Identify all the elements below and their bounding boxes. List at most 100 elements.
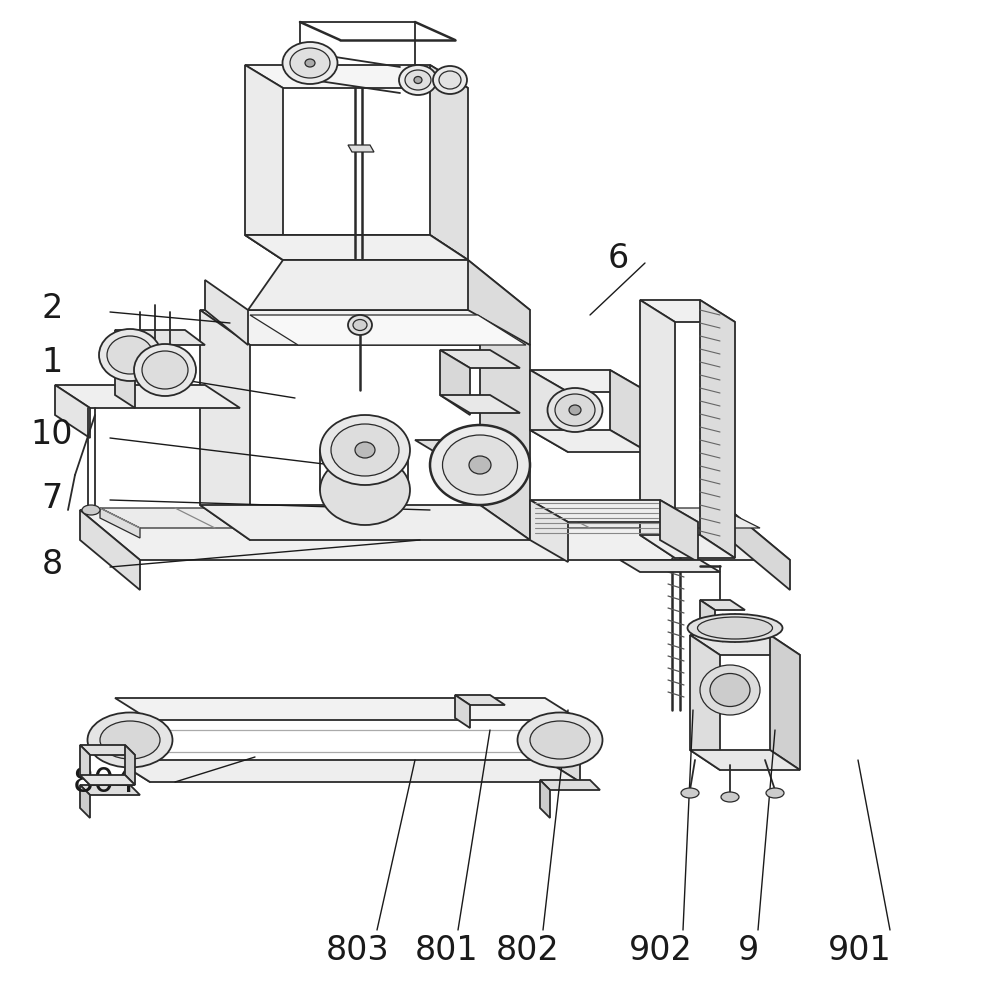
Polygon shape <box>640 535 735 558</box>
Polygon shape <box>115 698 580 720</box>
Ellipse shape <box>721 792 739 802</box>
Text: 804: 804 <box>73 765 137 798</box>
Ellipse shape <box>405 70 431 90</box>
Polygon shape <box>245 235 468 260</box>
Polygon shape <box>610 370 648 452</box>
Text: 2: 2 <box>41 291 63 324</box>
Polygon shape <box>440 350 520 368</box>
Text: 803: 803 <box>326 933 390 966</box>
Ellipse shape <box>518 713 602 767</box>
Ellipse shape <box>766 788 784 798</box>
Polygon shape <box>700 600 745 610</box>
Polygon shape <box>620 560 720 572</box>
Polygon shape <box>640 300 675 558</box>
Text: 7: 7 <box>41 481 63 515</box>
Text: 8: 8 <box>41 549 63 581</box>
Polygon shape <box>245 65 468 88</box>
Ellipse shape <box>305 59 315 67</box>
Polygon shape <box>700 300 735 558</box>
Polygon shape <box>200 310 250 540</box>
Text: 10: 10 <box>31 418 73 451</box>
Polygon shape <box>115 720 150 782</box>
Ellipse shape <box>698 617 772 639</box>
Polygon shape <box>468 260 530 345</box>
Polygon shape <box>80 775 135 785</box>
Polygon shape <box>80 785 90 818</box>
Ellipse shape <box>348 315 372 335</box>
Ellipse shape <box>107 336 153 374</box>
Ellipse shape <box>688 614 782 642</box>
Polygon shape <box>415 440 490 455</box>
Polygon shape <box>80 745 90 785</box>
Polygon shape <box>55 385 90 438</box>
Polygon shape <box>530 500 698 522</box>
Polygon shape <box>55 385 240 408</box>
Polygon shape <box>690 750 800 770</box>
Ellipse shape <box>142 351 188 389</box>
Polygon shape <box>730 510 790 590</box>
Ellipse shape <box>399 65 437 95</box>
Polygon shape <box>248 260 530 310</box>
Polygon shape <box>100 508 140 538</box>
Ellipse shape <box>430 425 530 505</box>
Polygon shape <box>455 695 470 728</box>
Ellipse shape <box>283 42 338 84</box>
Polygon shape <box>545 720 580 782</box>
Polygon shape <box>455 695 505 705</box>
Polygon shape <box>770 635 800 770</box>
Ellipse shape <box>439 71 461 89</box>
Polygon shape <box>530 370 568 452</box>
Ellipse shape <box>100 721 160 759</box>
Ellipse shape <box>681 788 699 798</box>
Polygon shape <box>250 315 526 345</box>
Ellipse shape <box>569 405 581 415</box>
Polygon shape <box>700 600 715 645</box>
Polygon shape <box>440 395 520 413</box>
Ellipse shape <box>88 713 173 767</box>
Polygon shape <box>200 310 530 345</box>
Text: 901: 901 <box>828 933 892 966</box>
Ellipse shape <box>82 505 100 515</box>
Polygon shape <box>245 235 468 260</box>
Ellipse shape <box>353 319 367 330</box>
Text: 801: 801 <box>415 933 479 966</box>
Polygon shape <box>125 745 135 785</box>
Polygon shape <box>100 508 760 528</box>
Polygon shape <box>540 780 550 818</box>
Ellipse shape <box>433 66 467 94</box>
Ellipse shape <box>331 424 399 476</box>
Text: 1: 1 <box>41 347 63 380</box>
Polygon shape <box>80 510 140 590</box>
Ellipse shape <box>99 329 161 381</box>
Polygon shape <box>480 310 530 540</box>
Ellipse shape <box>700 665 760 715</box>
Polygon shape <box>205 280 248 345</box>
Polygon shape <box>200 505 530 540</box>
Ellipse shape <box>290 48 330 78</box>
Ellipse shape <box>710 674 750 707</box>
Polygon shape <box>348 145 374 152</box>
Polygon shape <box>440 350 470 415</box>
Polygon shape <box>640 300 735 322</box>
Polygon shape <box>430 65 468 260</box>
Polygon shape <box>540 780 600 790</box>
Polygon shape <box>530 370 648 392</box>
Ellipse shape <box>414 77 422 83</box>
Text: 902: 902 <box>629 933 693 966</box>
Polygon shape <box>690 635 720 770</box>
Polygon shape <box>660 500 698 562</box>
Ellipse shape <box>555 394 595 426</box>
Ellipse shape <box>320 415 410 485</box>
Ellipse shape <box>134 344 196 396</box>
Ellipse shape <box>442 435 518 495</box>
Polygon shape <box>245 65 283 260</box>
Text: 802: 802 <box>496 933 560 966</box>
Polygon shape <box>80 745 135 755</box>
Polygon shape <box>530 500 568 562</box>
Polygon shape <box>80 785 140 795</box>
Ellipse shape <box>355 442 375 458</box>
Text: 6: 6 <box>607 242 629 274</box>
Polygon shape <box>690 635 800 655</box>
Ellipse shape <box>469 456 491 474</box>
Polygon shape <box>115 330 205 345</box>
